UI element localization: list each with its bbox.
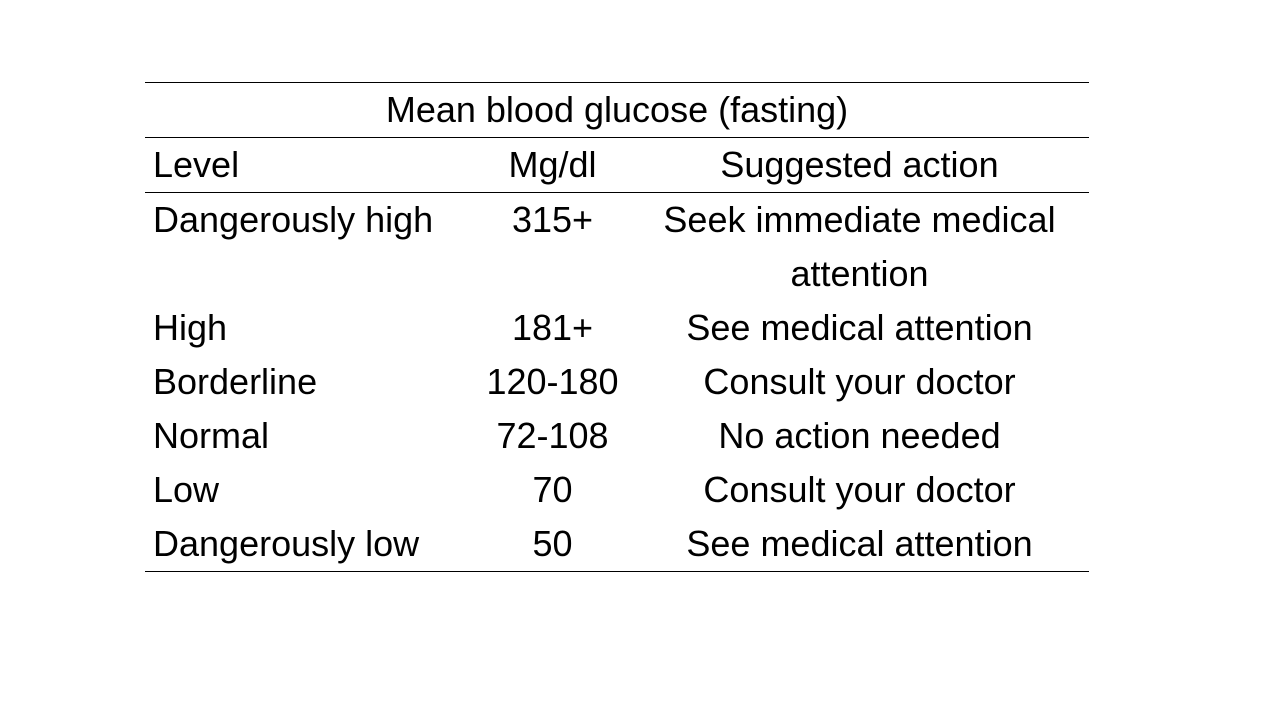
- mgdl-cell: 50: [475, 517, 630, 572]
- action-cell: Seek immediate medical attention: [663, 199, 1056, 294]
- mgdl-cell: 315+: [511, 199, 594, 240]
- action-cell: Consult your doctor: [703, 469, 1016, 510]
- level-cell: High: [153, 307, 228, 348]
- mgdl-cell: 120-180: [486, 361, 619, 402]
- header-suggested-action: Suggested action: [630, 137, 1089, 193]
- mgdl-cell: 181+: [511, 307, 594, 348]
- action-cell: See medical attention: [686, 307, 1033, 348]
- table-row: Low 70 Consult your doctor: [145, 463, 1089, 517]
- table-row: Normal 72-108 No action needed: [145, 409, 1089, 463]
- table-row: Borderline 120-180 Consult your doctor: [145, 355, 1089, 409]
- header-mgdl: Mg/dl: [475, 137, 630, 193]
- table-row: Dangerously low 50 See medical attention: [145, 517, 1089, 572]
- table-row: High 181+ See medical attention: [145, 301, 1089, 355]
- table-header-row: Level Mg/dl Suggested action: [145, 137, 1089, 193]
- level-cell: Low: [153, 469, 220, 510]
- table-row: Dangerously high 315+ Seek immediate med…: [145, 193, 1089, 302]
- table-caption-row: Mean blood glucose (fasting): [145, 82, 1089, 138]
- mgdl-cell: 70: [532, 469, 573, 510]
- level-cell: Dangerously low: [145, 517, 475, 572]
- glucose-table: Mean blood glucose (fasting) Level Mg/dl…: [145, 82, 1089, 572]
- mgdl-cell: 72-108: [496, 415, 609, 456]
- table-caption: Mean blood glucose (fasting): [145, 82, 1089, 138]
- level-cell: Borderline: [153, 361, 318, 402]
- action-cell: Consult your doctor: [703, 361, 1016, 402]
- level-cell: Normal: [153, 415, 270, 456]
- level-cell: Dangerously high: [153, 199, 434, 240]
- header-level: Level: [145, 137, 475, 193]
- action-cell: See medical attention: [630, 517, 1089, 572]
- action-cell: No action needed: [718, 415, 1001, 456]
